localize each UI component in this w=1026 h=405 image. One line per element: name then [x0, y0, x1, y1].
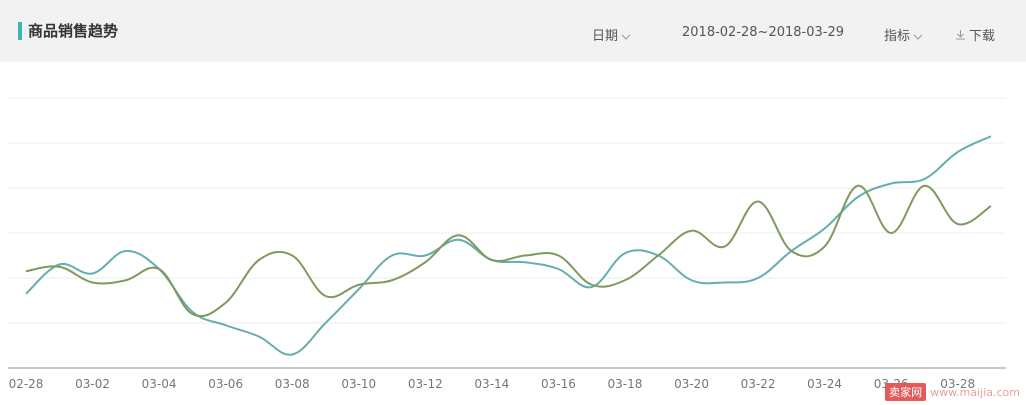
download-label: 下载	[969, 29, 996, 44]
download-button[interactable]: 下载	[955, 25, 995, 44]
x-tick-label: 03-16	[541, 377, 576, 391]
sales-trend-chart: 02-28 03-02 03-04 03-06 03-08 03-10 03-12 03-14…	[8, 97, 1006, 391]
x-tick-label: 03-20	[674, 377, 709, 391]
x-tick-label: 02-28	[9, 377, 44, 391]
x-axis-ticks: 02-28 03-02 03-04 03-06 03-08 03-10 03-12 03-14…	[9, 377, 976, 391]
x-tick-label: 03-08	[275, 377, 310, 391]
x-tick-label: 03-10	[341, 377, 376, 391]
x-tick-label: 03-14	[474, 377, 509, 391]
watermark: 卖家网 www.maijia.com	[885, 383, 1020, 401]
date-dropdown[interactable]: 日期	[592, 25, 631, 44]
download-icon	[955, 29, 966, 44]
x-tick-label: 03-22	[741, 377, 776, 391]
date-dropdown-label: 日期	[592, 29, 619, 44]
watermark-site: www.maijia.com	[930, 386, 1020, 399]
x-tick-label: 03-04	[142, 377, 177, 391]
chevron-down-icon	[621, 29, 631, 44]
x-tick-label: 03-24	[807, 377, 842, 391]
x-tick-label: 03-12	[408, 377, 443, 391]
title-accent-bar	[18, 22, 22, 40]
series-line-1	[25, 135, 992, 356]
watermark-logo: 卖家网	[885, 383, 927, 401]
chart-header: 商品销售趋势 日期 2018-02-28~2018-03-29 指标 下载	[0, 0, 1026, 62]
x-tick-label: 03-28	[940, 377, 975, 391]
metric-dropdown-label: 指标	[884, 29, 911, 44]
grid-lines	[8, 97, 1006, 369]
x-tick-label: 03-06	[208, 377, 243, 391]
x-tick-label: 03-18	[608, 377, 643, 391]
series-lines	[25, 135, 992, 356]
metric-dropdown[interactable]: 指标	[884, 25, 923, 44]
series-line-2	[25, 184, 992, 318]
date-range-picker[interactable]: 2018-02-28~2018-03-29	[682, 25, 844, 40]
date-range-text: 2018-02-28~2018-03-29	[682, 25, 844, 40]
x-tick-label: 03-02	[75, 377, 110, 391]
chart-title: 商品销售趋势	[28, 22, 119, 40]
chevron-down-icon	[913, 29, 923, 44]
